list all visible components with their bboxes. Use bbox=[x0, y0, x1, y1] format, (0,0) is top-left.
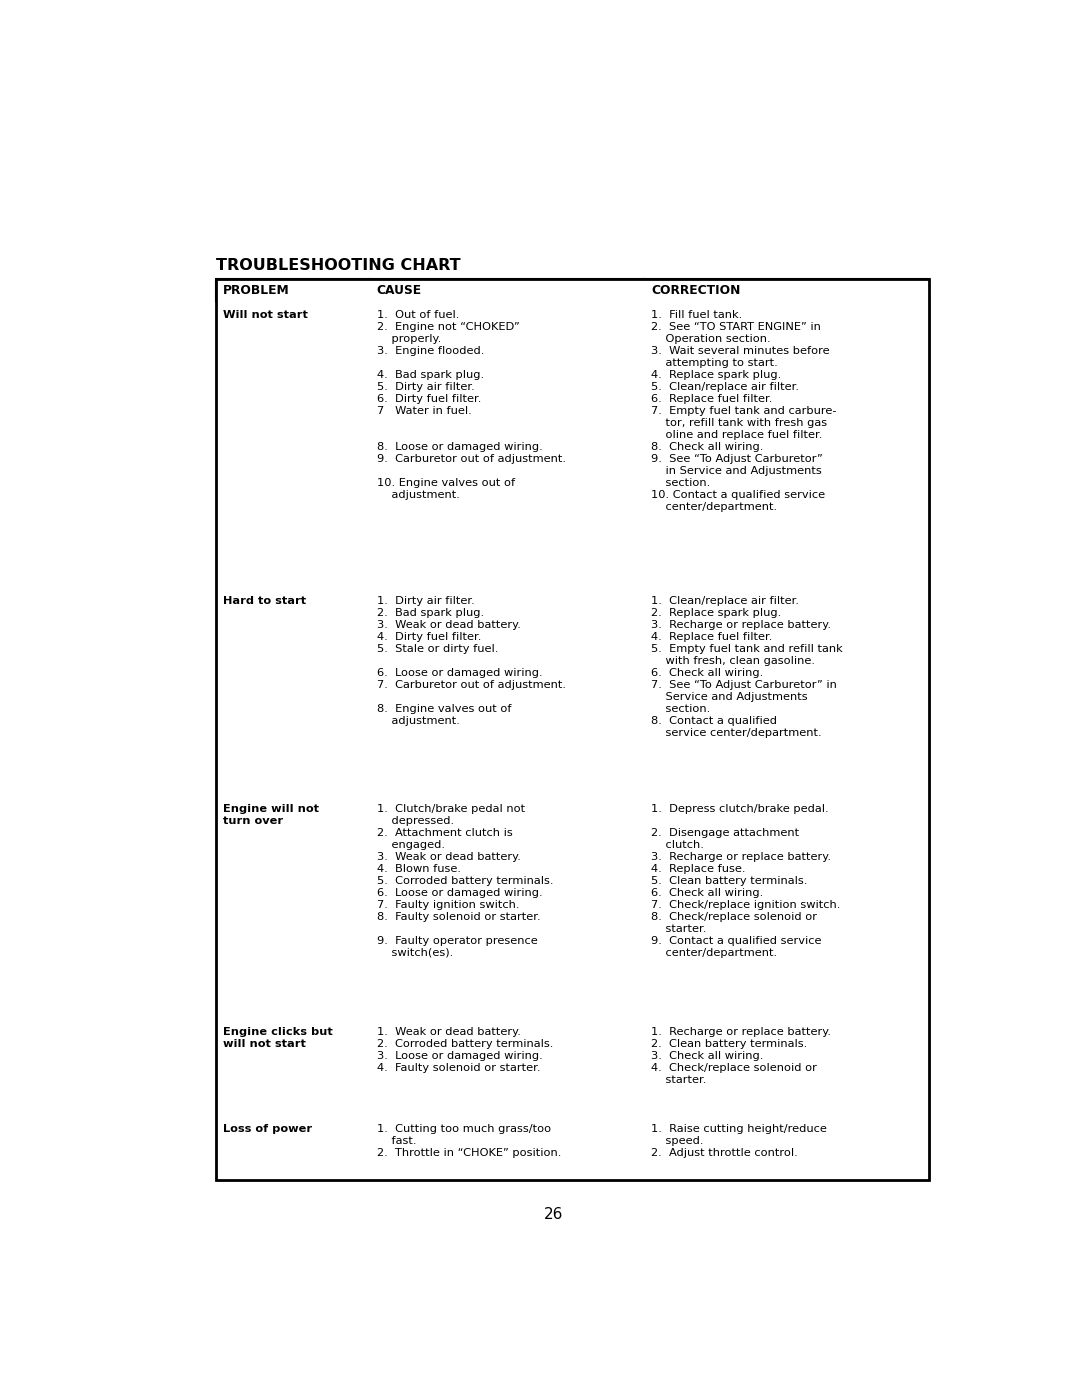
Text: 1.  Cutting too much grass/too
    fast.
2.  Throttle in “CHOKE” position.: 1. Cutting too much grass/too fast. 2. T… bbox=[377, 1123, 561, 1158]
Text: 1.  Raise cutting height/reduce
    speed.
2.  Adjust throttle control.: 1. Raise cutting height/reduce speed. 2.… bbox=[651, 1123, 827, 1158]
Bar bbox=[644, 795, 930, 1018]
Bar bbox=[369, 300, 644, 587]
Bar bbox=[216, 587, 369, 795]
Bar bbox=[644, 1018, 930, 1115]
Bar bbox=[216, 279, 369, 300]
Text: TROUBLESHOOTING CHART: TROUBLESHOOTING CHART bbox=[216, 257, 461, 272]
Bar bbox=[216, 279, 930, 1180]
Text: 1.  Out of fuel.
2.  Engine not “CHOKED”
    properly.
3.  Engine flooded.

4.  : 1. Out of fuel. 2. Engine not “CHOKED” p… bbox=[377, 310, 566, 500]
Text: 1.  Clean/replace air filter.
2.  Replace spark plug.
3.  Recharge or replace ba: 1. Clean/replace air filter. 2. Replace … bbox=[651, 597, 842, 738]
Text: 26: 26 bbox=[544, 1207, 563, 1222]
Bar bbox=[216, 300, 369, 587]
Bar bbox=[369, 279, 644, 300]
Text: Will not start: Will not start bbox=[224, 310, 308, 320]
Bar bbox=[369, 1115, 644, 1180]
Text: 1.  Fill fuel tank.
2.  See “TO START ENGINE” in
    Operation section.
3.  Wait: 1. Fill fuel tank. 2. See “TO START ENGI… bbox=[651, 310, 837, 511]
Text: Engine clicks but
will not start: Engine clicks but will not start bbox=[224, 1027, 333, 1049]
Text: 1.  Weak or dead battery.
2.  Corroded battery terminals.
3.  Loose or damaged w: 1. Weak or dead battery. 2. Corroded bat… bbox=[377, 1027, 553, 1073]
Bar bbox=[216, 1018, 369, 1115]
Bar bbox=[216, 1115, 369, 1180]
Bar bbox=[369, 795, 644, 1018]
Text: 1.  Clutch/brake pedal not
    depressed.
2.  Attachment clutch is
    engaged.
: 1. Clutch/brake pedal not depressed. 2. … bbox=[377, 803, 553, 958]
Text: Hard to start: Hard to start bbox=[224, 597, 307, 606]
Text: 1.  Recharge or replace battery.
2.  Clean battery terminals.
3.  Check all wiri: 1. Recharge or replace battery. 2. Clean… bbox=[651, 1027, 832, 1085]
Text: CAUSE: CAUSE bbox=[377, 284, 422, 296]
Bar bbox=[644, 279, 930, 300]
Bar bbox=[644, 587, 930, 795]
Text: 1.  Depress clutch/brake pedal.

2.  Disengage attachment
    clutch.
3.  Rechar: 1. Depress clutch/brake pedal. 2. Diseng… bbox=[651, 803, 840, 958]
Bar bbox=[369, 1018, 644, 1115]
Text: 1.  Dirty air filter.
2.  Bad spark plug.
3.  Weak or dead battery.
4.  Dirty fu: 1. Dirty air filter. 2. Bad spark plug. … bbox=[377, 597, 566, 726]
Text: CORRECTION: CORRECTION bbox=[651, 284, 741, 296]
Text: Engine will not
turn over: Engine will not turn over bbox=[224, 803, 320, 826]
Bar bbox=[369, 587, 644, 795]
Bar bbox=[216, 795, 369, 1018]
Bar bbox=[644, 1115, 930, 1180]
Bar bbox=[644, 300, 930, 587]
Text: PROBLEM: PROBLEM bbox=[224, 284, 291, 296]
Text: Loss of power: Loss of power bbox=[224, 1123, 312, 1134]
